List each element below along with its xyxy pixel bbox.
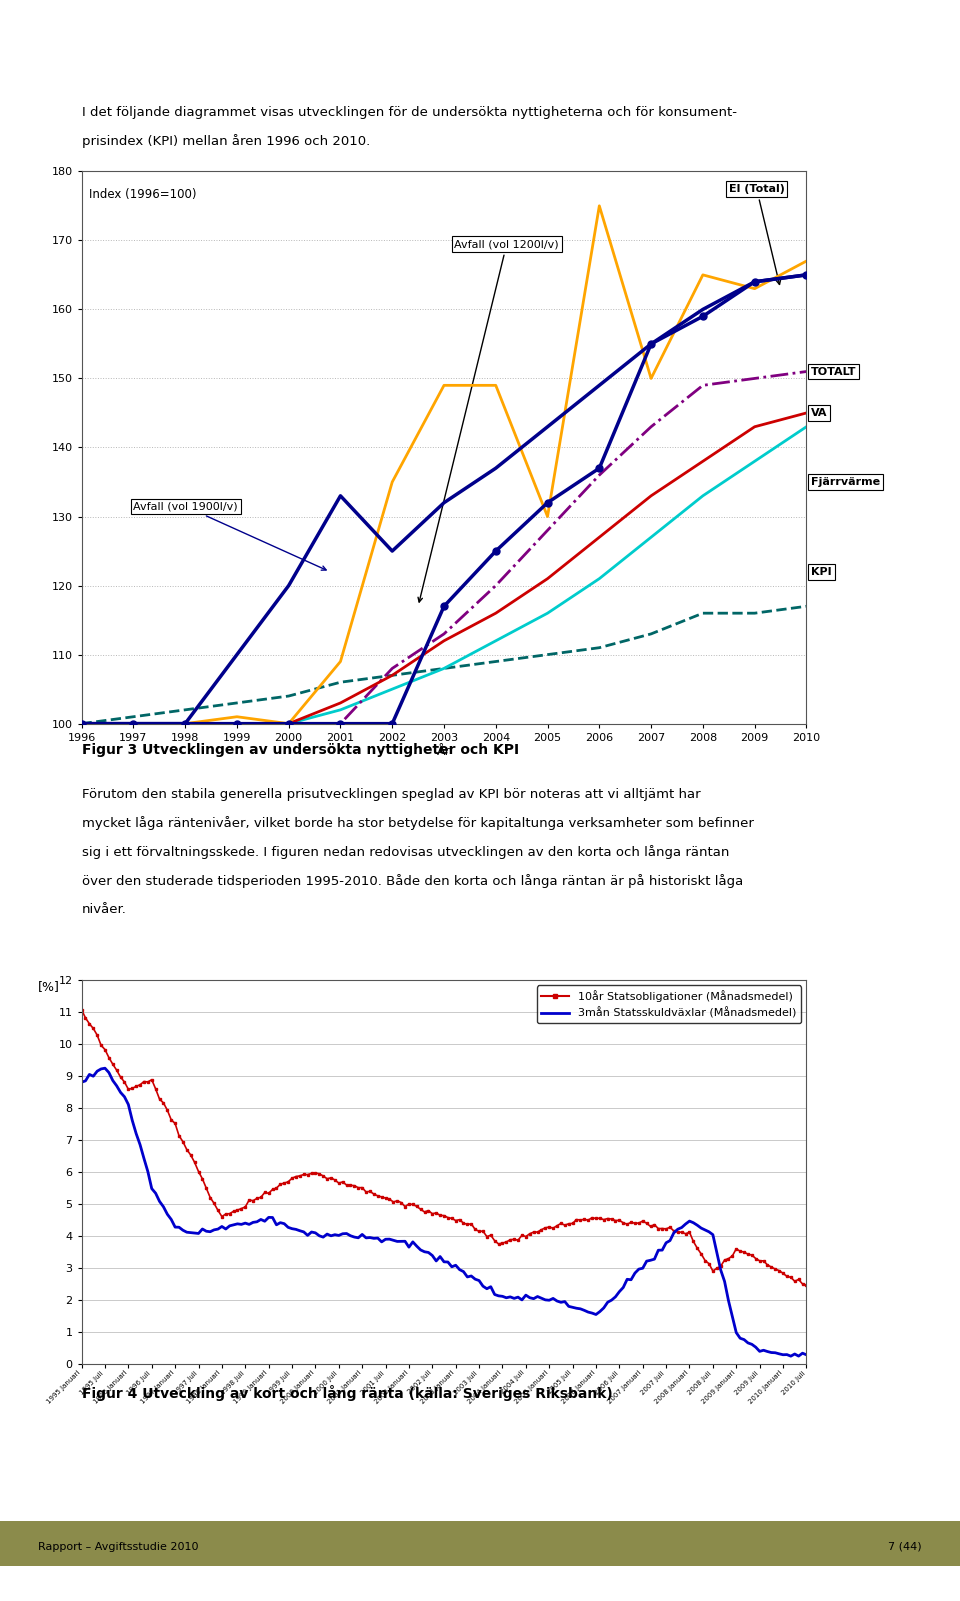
Text: över den studerade tidsperioden 1995-2010. Både den korta och långa räntan är på: över den studerade tidsperioden 1995-201… [82, 874, 743, 889]
Legend: 10år Statsobligationer (Månadsmedel), 3mån Statsskuldväxlar (Månadsmedel): 10år Statsobligationer (Månadsmedel), 3m… [537, 985, 801, 1023]
Text: KPI: KPI [811, 567, 831, 576]
Text: prisindex (KPI) mellan åren 1996 och 2010.: prisindex (KPI) mellan åren 1996 och 201… [82, 134, 370, 149]
Text: El (Total): El (Total) [729, 184, 784, 285]
Text: sig i ett förvaltningsskede. I figuren nedan redovisas utvecklingen av den korta: sig i ett förvaltningsskede. I figuren n… [82, 845, 729, 860]
Text: Avfall (vol 1900l/v): Avfall (vol 1900l/v) [133, 501, 326, 570]
Text: nivåer.: nivåer. [82, 903, 127, 916]
Text: Förutom den stabila generella prisutvecklingen speglad av KPI bör noteras att vi: Förutom den stabila generella prisutveck… [82, 788, 700, 800]
Text: Avfall (vol 1200l/v): Avfall (vol 1200l/v) [418, 239, 559, 602]
Text: VA: VA [811, 408, 828, 418]
X-axis label: År: År [437, 746, 451, 759]
Text: TOTALT: TOTALT [811, 367, 856, 376]
Text: Fjärrvärme: Fjärrvärme [811, 477, 880, 487]
Text: I det följande diagrammet visas utvecklingen för de undersökta nyttigheterna och: I det följande diagrammet visas utveckli… [82, 106, 736, 118]
Text: Figur 4 Utveckling av kort och lång ränta (källa: Sveriges Riksbank): Figur 4 Utveckling av kort och lång ränt… [82, 1385, 612, 1401]
Text: Rapport – Avgiftsstudie 2010: Rapport – Avgiftsstudie 2010 [38, 1542, 199, 1551]
Text: Figur 3 Utvecklingen av undersökta nyttigheter och KPI: Figur 3 Utvecklingen av undersökta nytti… [82, 743, 518, 757]
Text: 7 (44): 7 (44) [888, 1542, 922, 1551]
Text: mycket låga räntenivåer, vilket borde ha stor betydelse för kapitaltunga verksam: mycket låga räntenivåer, vilket borde ha… [82, 817, 754, 831]
Text: Index (1996=100): Index (1996=100) [89, 187, 197, 200]
Text: [%]: [%] [38, 980, 60, 993]
